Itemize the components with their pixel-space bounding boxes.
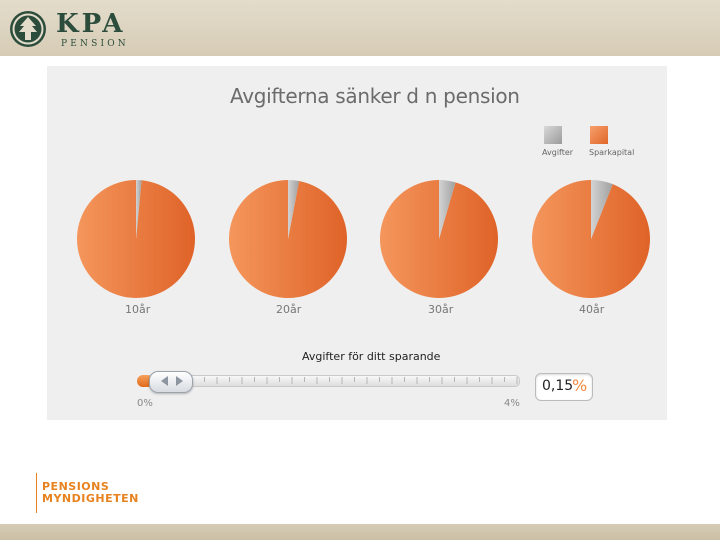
legend-swatch-sparkapital <box>590 126 608 144</box>
pensionsmyndigheten-line1: PENSIONS <box>42 480 110 493</box>
pensionsmyndigheten-logo-line <box>36 473 37 513</box>
pie-slice-avgifter <box>288 180 300 239</box>
pie-label-30: 30år <box>428 303 454 316</box>
tree-emblem-icon <box>10 11 46 47</box>
legend-swatch-avgifter <box>544 126 562 144</box>
pie-slice-avgifter <box>591 179 613 239</box>
arrow-right-icon <box>176 376 183 386</box>
header-bar <box>0 0 720 56</box>
slider-title: Avgifter för ditt sparande <box>302 350 441 363</box>
footer-bar <box>0 524 720 540</box>
pie-slice-sparkapital <box>228 180 347 299</box>
fee-value-field[interactable] <box>535 373 593 401</box>
kpa-logo-text: KPA <box>56 9 126 39</box>
pie-slice-avgifter <box>136 180 142 239</box>
chart-title: Avgifterna sänker d n pension <box>230 84 520 108</box>
legend-label-avgifter: Avgifter <box>542 148 574 157</box>
slider-max-label: 4% <box>504 398 520 409</box>
fee-value: 0,15 <box>542 378 574 394</box>
pie-slice-sparkapital <box>77 180 196 298</box>
pie-label-20: 20år <box>276 303 302 316</box>
kpa-logo-subtitle: PENSION <box>61 39 129 49</box>
pie-label-40: 40år <box>579 303 605 316</box>
arrow-left-icon <box>161 376 168 386</box>
fee-unit: % <box>572 376 588 395</box>
pensionsmyndigheten-logo: PENSIONS MYNDIGHETEN <box>42 481 139 505</box>
pensionsmyndigheten-line2: MYNDIGHETEN <box>42 492 139 505</box>
legend-label-sparkapital: Sparkapital <box>589 148 635 157</box>
pie-slice-avgifter <box>439 180 456 239</box>
pie-label-10: 10år <box>125 303 151 316</box>
slider-min-label: 0% <box>137 398 153 409</box>
slider-handle[interactable] <box>149 371 193 393</box>
